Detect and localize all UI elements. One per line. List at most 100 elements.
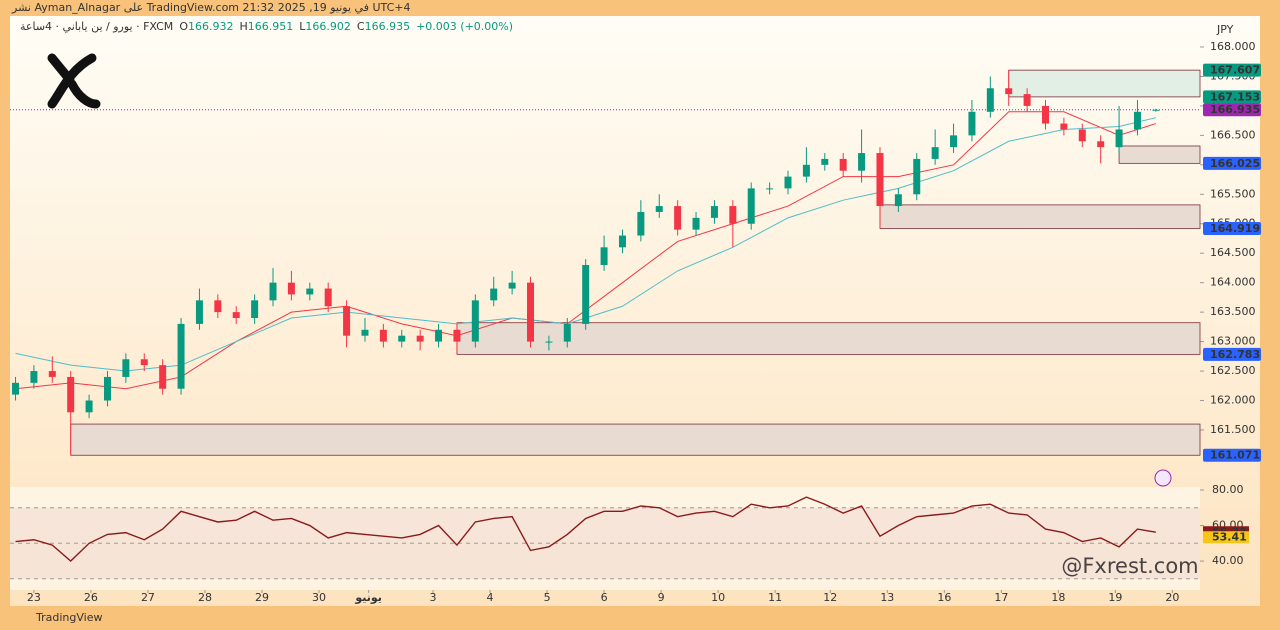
level-badge bbox=[1203, 156, 1261, 170]
x-tick-label: 23 bbox=[27, 591, 41, 604]
level-label: 166.025 bbox=[1210, 157, 1260, 170]
zone bbox=[70, 423, 1201, 456]
x-tick-label: 9 bbox=[658, 591, 665, 604]
candle-body bbox=[48, 371, 56, 377]
candle-body bbox=[398, 335, 406, 342]
level-badge bbox=[1203, 103, 1261, 117]
currency: JPY bbox=[1216, 23, 1234, 36]
level-label: 162.783 bbox=[1210, 348, 1260, 361]
x-tick-label: 19 bbox=[1108, 591, 1122, 604]
candle-body bbox=[766, 188, 774, 190]
y-tick-label: 166.500 bbox=[1210, 128, 1256, 141]
candle-body bbox=[821, 158, 829, 165]
rsi-tick-label: 80.00 bbox=[1212, 483, 1244, 496]
zone bbox=[456, 322, 1201, 355]
rsi-band bbox=[10, 507, 1200, 579]
h-label: H bbox=[239, 20, 247, 33]
candle-body bbox=[379, 329, 387, 342]
level-label: 164.919 bbox=[1210, 222, 1260, 235]
candle-body bbox=[140, 359, 148, 366]
y-tick-label: 162.500 bbox=[1210, 364, 1256, 377]
level-badge bbox=[1203, 90, 1261, 104]
x-tick-label: 16 bbox=[937, 591, 951, 604]
o-label: O bbox=[179, 20, 188, 33]
candle-body bbox=[563, 323, 571, 342]
y-tick-label: 161.500 bbox=[1210, 423, 1256, 436]
x-tick-label: 17 bbox=[994, 591, 1008, 604]
x-tick-label: 10 bbox=[711, 591, 725, 604]
level-label: 166.935 bbox=[1210, 103, 1260, 116]
x-tick-label: 6 bbox=[601, 591, 608, 604]
rsi-pane bbox=[10, 487, 1200, 590]
candle-body bbox=[490, 288, 498, 301]
candle-body bbox=[159, 365, 167, 389]
candle-body bbox=[269, 282, 277, 301]
candle-body bbox=[1060, 123, 1068, 130]
publisher: نشر Ayman_Alnagar على TradingView.com في… bbox=[11, 1, 410, 14]
x-tick-label: 26 bbox=[84, 591, 98, 604]
candle-body bbox=[30, 371, 38, 383]
y-tick-label: 163.000 bbox=[1210, 335, 1256, 348]
change: +0.003 (+0.00%) bbox=[416, 20, 513, 33]
candle-body bbox=[600, 247, 608, 265]
candle-body bbox=[287, 282, 295, 295]
candle-body bbox=[894, 194, 902, 207]
h-value: 166.951 bbox=[248, 20, 294, 33]
rsi-badge-label: 53.41 bbox=[1212, 531, 1247, 544]
candle-body bbox=[858, 153, 866, 171]
level-badge bbox=[1203, 63, 1261, 77]
o-value: 166.932 bbox=[188, 20, 234, 33]
candle-body bbox=[784, 176, 792, 189]
candle-body bbox=[931, 147, 939, 159]
x-tick-label: 13 bbox=[880, 591, 894, 604]
candle-body bbox=[324, 288, 332, 307]
candle-body bbox=[306, 288, 314, 295]
c-value: 166.935 bbox=[365, 20, 411, 33]
x-tick-label: 3 bbox=[430, 591, 437, 604]
candle-body bbox=[527, 282, 535, 342]
footer: TradingView bbox=[35, 611, 102, 624]
candle-body bbox=[508, 282, 516, 289]
x-tick-label: 5 bbox=[544, 591, 551, 604]
x-tick-label: 27 bbox=[141, 591, 155, 604]
rsi-badge bbox=[1203, 531, 1249, 544]
level-label: 167.153 bbox=[1210, 90, 1260, 103]
y-tick-label: 163.500 bbox=[1210, 305, 1256, 318]
candle-body bbox=[802, 164, 810, 177]
candle-body bbox=[343, 306, 351, 336]
candle-body bbox=[1133, 111, 1141, 130]
candle-body bbox=[122, 359, 130, 377]
x-tick-label: 12 bbox=[823, 591, 837, 604]
candle-body bbox=[839, 158, 847, 171]
candle-body bbox=[582, 264, 590, 324]
candle-body bbox=[12, 382, 20, 395]
candle-body bbox=[453, 329, 461, 342]
candle-body bbox=[1042, 105, 1050, 124]
x-tick-label: 11 bbox=[768, 591, 782, 604]
level-badge bbox=[1203, 222, 1261, 236]
candle-body bbox=[986, 88, 994, 112]
candle-body bbox=[545, 341, 553, 343]
moving-average bbox=[15, 117, 1156, 372]
candle-body bbox=[968, 111, 976, 136]
logo bbox=[47, 53, 101, 109]
zone bbox=[1118, 145, 1201, 164]
x-tick-label: 28 bbox=[198, 591, 212, 604]
x-tick-label: 20 bbox=[1165, 591, 1179, 604]
candle-body bbox=[710, 206, 718, 218]
candle-body bbox=[655, 206, 663, 212]
candle-body bbox=[618, 235, 626, 248]
candle-body bbox=[1115, 129, 1123, 148]
symbol: يورو / ين ياباني · 4ساعة · FXCM bbox=[20, 20, 173, 33]
y-tick-label: 165.500 bbox=[1210, 187, 1256, 200]
level-label: 161.071 bbox=[1210, 449, 1260, 462]
candle-body bbox=[416, 335, 424, 342]
candle-body bbox=[361, 329, 369, 336]
candle-body bbox=[177, 323, 185, 389]
level-badge bbox=[1203, 448, 1261, 462]
symbol-line: يورو / ين ياباني · 4ساعة · FXCM O166.932 H… bbox=[20, 20, 513, 33]
y-tick-label: 168.000 bbox=[1210, 40, 1256, 53]
y-tick-label: 164.000 bbox=[1210, 276, 1256, 289]
candle-body bbox=[1078, 129, 1086, 142]
